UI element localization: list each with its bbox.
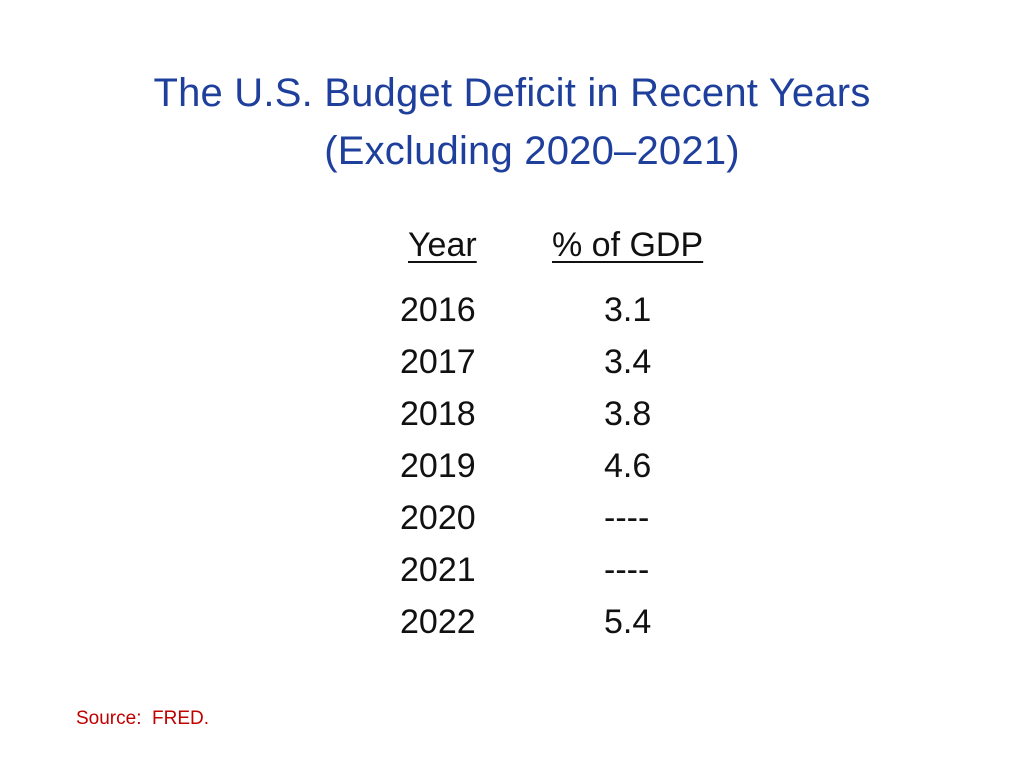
table-rows: 2016 3.1 2017 3.4 2018 3.8 2019 4.6 2020… <box>380 290 780 654</box>
year-cell: 2018 <box>400 395 476 433</box>
title-line-1: The U.S. Budget Deficit in Recent Years <box>153 71 871 115</box>
table-row: 2020 ---- <box>380 498 780 550</box>
table-row: 2016 3.1 <box>380 290 780 342</box>
pct-gdp-cell: 3.1 <box>604 291 652 329</box>
table-row: 2021 ---- <box>380 550 780 602</box>
year-cell: 2020 <box>400 499 476 537</box>
year-cell: 2016 <box>400 291 476 329</box>
year-cell: 2019 <box>400 447 476 485</box>
pct-gdp-column-header: % of GDP <box>552 226 704 264</box>
slide-title: The U.S. Budget Deficit in Recent Years … <box>0 64 1024 180</box>
source-note: Source: FRED. <box>76 708 210 729</box>
title-line-2: (Excluding 2020–2021) <box>324 129 740 173</box>
year-cell: 2021 <box>400 551 476 589</box>
table-row: 2022 5.4 <box>380 602 780 654</box>
pct-gdp-cell: 3.8 <box>604 395 652 433</box>
pct-gdp-cell: 3.4 <box>604 343 652 381</box>
table-row: 2018 3.8 <box>380 394 780 446</box>
table-row: 2017 3.4 <box>380 342 780 394</box>
pct-gdp-cell: ---- <box>604 499 650 537</box>
year-cell: 2022 <box>400 603 476 641</box>
table-row: 2019 4.6 <box>380 446 780 498</box>
pct-gdp-cell: 4.6 <box>604 447 652 485</box>
year-cell: 2017 <box>400 343 476 381</box>
year-column-header: Year <box>408 226 477 264</box>
pct-gdp-cell: 5.4 <box>604 603 652 641</box>
pct-gdp-cell: ---- <box>604 551 650 589</box>
